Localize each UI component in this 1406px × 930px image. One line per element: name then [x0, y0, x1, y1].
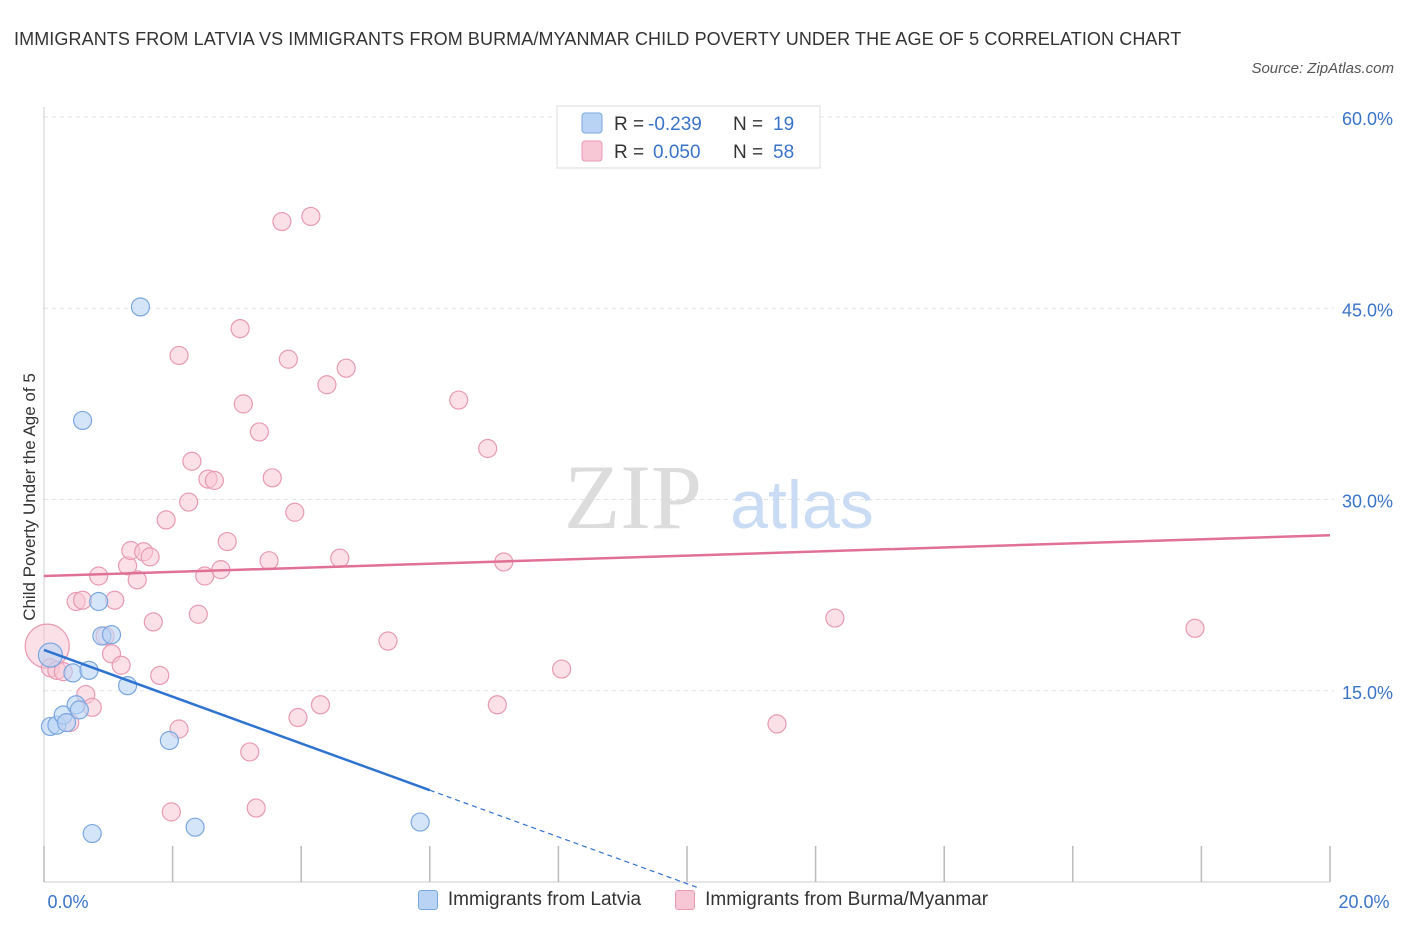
gridlines: [44, 116, 1334, 692]
legend-label-burma: Immigrants from Burma/Myanmar: [705, 889, 989, 910]
latvia-point: [63, 663, 83, 683]
burma-point: [182, 451, 202, 471]
burma-point: [336, 358, 356, 378]
burma-point: [150, 665, 170, 686]
burma-point: [317, 375, 337, 395]
y-tick-label: 15.0%: [1342, 683, 1393, 703]
legend-r-label-burma: R =: [614, 142, 644, 163]
burma-point: [233, 394, 253, 414]
bottom-legend: Immigrants from Latvia Immigrants from B…: [0, 889, 1406, 911]
burma-point: [487, 695, 507, 715]
burma-point: [246, 798, 266, 818]
burma-point: [285, 502, 305, 522]
burma-point: [188, 604, 208, 624]
burma-point: [169, 345, 189, 366]
y-tick-label: 30.0%: [1342, 492, 1393, 512]
latvia-point: [159, 730, 179, 751]
top-legend: R = -0.239 N = 19 R = 0.050 N = 58: [556, 105, 821, 169]
burma-trend-line: [43, 533, 1331, 578]
latvia-point: [72, 410, 93, 431]
burma-point: [825, 608, 845, 628]
latvia-trend-line: [43, 648, 431, 792]
watermark: ZIP atlas: [564, 446, 874, 548]
x-tick-label-start: 0.0%: [47, 892, 88, 912]
latvia-point: [130, 297, 151, 317]
legend-r-value-latvia: -0.239: [648, 114, 702, 135]
burma-point: [143, 612, 163, 632]
legend-item-burma: Immigrants from Burma/Myanmar: [675, 889, 988, 911]
y-tick-label: 60.0%: [1342, 109, 1393, 129]
latvia-point: [56, 713, 77, 733]
latvia-point: [89, 591, 109, 612]
latvia-point: [69, 700, 89, 720]
x-tick-label-end: 20.0%: [1338, 892, 1389, 912]
trend-lines: [43, 533, 1331, 889]
legend-label-latvia: Immigrants from Latvia: [447, 889, 642, 910]
legend-r-label-latvia: R =: [614, 114, 644, 135]
burma-point: [89, 566, 109, 586]
legend-n-label-burma: N =: [733, 142, 763, 163]
legend-swatch-burma-bottom: [675, 890, 696, 910]
burma-point: [1185, 618, 1205, 638]
burma-point: [378, 631, 398, 651]
burma-point: [310, 695, 331, 715]
latvia-series: [37, 297, 430, 844]
burma-point: [449, 390, 469, 410]
legend-swatch-latvia-bottom: [417, 890, 438, 910]
latvia-point: [101, 625, 122, 645]
burma-point: [111, 655, 131, 675]
watermark-zip: ZIP: [564, 446, 702, 548]
burma-point: [259, 551, 279, 571]
burma-point: [262, 468, 282, 488]
burma-point: [278, 349, 298, 369]
burma-point: [156, 510, 176, 530]
burma-point: [230, 319, 250, 339]
burma-point: [105, 590, 125, 610]
latvia-point: [410, 812, 430, 832]
burma-point: [478, 438, 498, 459]
burma-point: [301, 206, 321, 227]
legend-item-latvia: Immigrants from Latvia: [417, 889, 642, 911]
chart-title: IMMIGRANTS FROM LATVIA VS IMMIGRANTS FRO…: [14, 29, 1182, 49]
burma-point: [72, 590, 93, 610]
burma-point: [140, 547, 160, 567]
legend-swatch-latvia: [581, 112, 603, 134]
burma-point: [272, 211, 292, 232]
latvia-point: [185, 817, 205, 837]
burma-point: [288, 707, 308, 728]
burma-point: [179, 492, 199, 512]
source-label: Source: ZipAtlas.com: [1251, 60, 1394, 77]
burma-point: [330, 548, 350, 568]
burma-series: [24, 206, 1205, 822]
burma-point: [127, 570, 147, 590]
latvia-point: [82, 823, 102, 844]
legend-n-value-latvia: 19: [773, 114, 794, 135]
legend-n-value-burma: 58: [773, 142, 794, 163]
tick-labels: 15.0% 30.0% 45.0% 60.0% 0.0% 20.0%: [47, 109, 1393, 912]
burma-point: [767, 714, 787, 734]
axes: [43, 107, 1331, 883]
legend-swatch-burma: [581, 140, 603, 162]
burma-point: [249, 422, 270, 442]
legend-r-value-burma: 0.050: [653, 142, 701, 163]
burma-point: [204, 470, 224, 490]
burma-point: [240, 742, 260, 762]
burma-point: [217, 531, 237, 552]
watermark-atlas: atlas: [730, 467, 874, 543]
latvia-trend-extension: [429, 789, 701, 889]
legend-n-label-latvia: N =: [733, 114, 763, 135]
burma-point: [161, 802, 181, 822]
burma-point: [552, 659, 572, 679]
y-tick-label: 45.0%: [1342, 300, 1393, 320]
